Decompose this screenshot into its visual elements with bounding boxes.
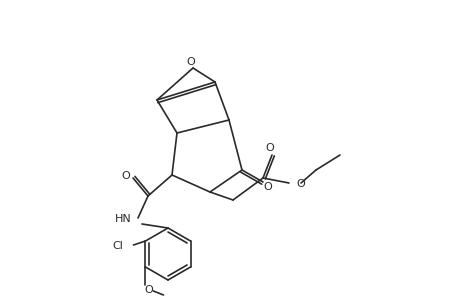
Text: O: O [263,182,272,192]
Text: HN: HN [115,214,132,224]
Text: O: O [295,179,304,189]
Text: O: O [265,143,274,153]
Text: O: O [144,285,152,295]
Text: Cl: Cl [112,241,123,251]
Text: O: O [186,57,195,67]
Text: O: O [121,171,130,181]
